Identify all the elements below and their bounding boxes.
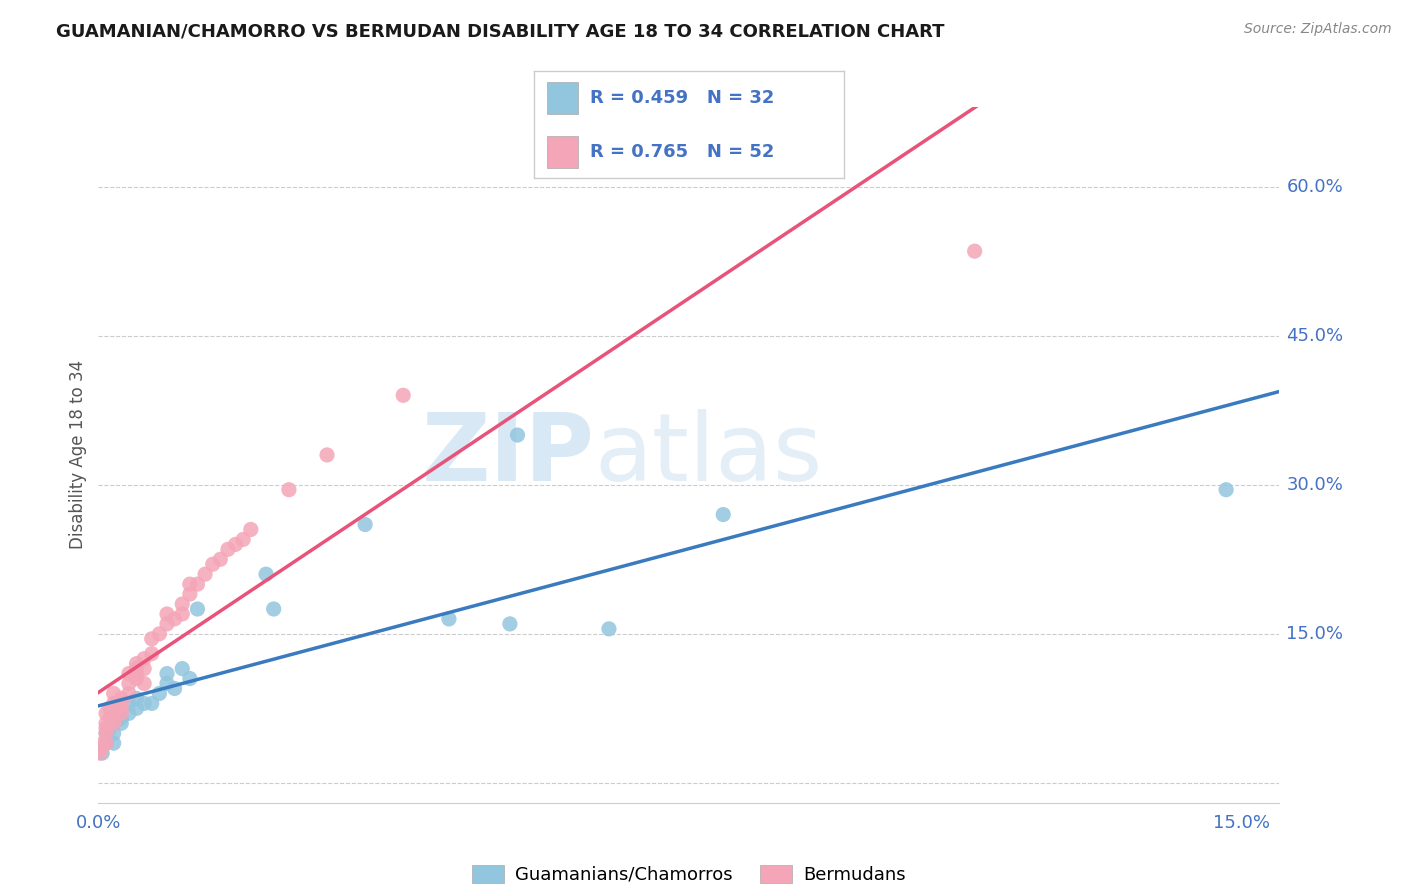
Point [134,651,156,665]
Point [103,686,125,700]
Text: GUAMANIAN/CHAMORRO VS BERMUDAN DISABILITY AGE 18 TO 34 CORRELATION CHART: GUAMANIAN/CHAMORRO VS BERMUDAN DISABILIT… [56,22,945,40]
Point [141,647,163,661]
Point [134,662,156,676]
Point [156,607,179,621]
Point [209,552,232,566]
Point [156,666,179,681]
FancyBboxPatch shape [547,82,578,114]
Text: atlas: atlas [595,409,823,501]
Y-axis label: Disability Age 18 to 34: Disability Age 18 to 34 [69,360,87,549]
Point [98,701,121,715]
Point [103,736,125,750]
Point [94,726,117,740]
Point [239,523,262,537]
Point [437,612,460,626]
Point [118,666,141,681]
Point [110,697,132,711]
Point [94,736,117,750]
Point [89,746,111,760]
Point [194,567,217,582]
Point [103,701,125,715]
Text: 30.0%: 30.0% [1286,475,1343,494]
Point [172,662,194,676]
Point [172,607,194,621]
Point [125,666,148,681]
Point [392,388,415,402]
Point [91,736,114,750]
Point [94,736,117,750]
Point [103,706,125,721]
Point [225,537,247,551]
Point [110,716,132,731]
Point [963,244,986,259]
Point [217,542,239,557]
Point [232,533,254,547]
Point [118,706,141,721]
Point [134,676,156,690]
Point [186,577,208,591]
Point [141,697,163,711]
Point [118,697,141,711]
Point [277,483,299,497]
Text: 15.0%: 15.0% [1286,624,1344,643]
Point [172,597,194,611]
Text: 45.0%: 45.0% [1286,326,1344,344]
Text: R = 0.459   N = 32: R = 0.459 N = 32 [591,89,775,107]
Point [94,721,117,735]
Point [1215,483,1237,497]
Point [141,632,163,646]
Point [179,587,201,601]
Point [163,681,186,696]
Point [103,697,125,711]
Point [103,716,125,731]
Point [156,676,179,690]
Point [201,558,224,572]
Point [110,691,132,706]
Point [148,627,170,641]
Point [598,622,620,636]
Point [125,701,148,715]
Point [118,686,141,700]
FancyBboxPatch shape [547,136,578,168]
Text: R = 0.765   N = 52: R = 0.765 N = 52 [591,143,775,161]
Point [94,726,117,740]
Point [103,716,125,731]
Point [263,602,285,616]
Point [186,602,208,616]
Text: Source: ZipAtlas.com: Source: ZipAtlas.com [1244,22,1392,37]
Point [316,448,339,462]
Point [125,691,148,706]
Point [134,697,156,711]
Point [506,428,529,442]
Point [98,721,121,735]
Point [354,517,377,532]
Point [90,741,112,756]
Point [711,508,734,522]
Point [179,672,201,686]
Point [94,716,117,731]
Point [103,726,125,740]
Point [94,706,117,721]
Point [254,567,277,582]
Point [110,701,132,715]
Point [156,616,179,631]
Legend: Guamanians/Chamorros, Bermudans: Guamanians/Chamorros, Bermudans [465,857,912,891]
Text: ZIP: ZIP [422,409,595,501]
Point [125,657,148,671]
Point [163,612,186,626]
Point [91,746,114,760]
Point [179,577,201,591]
Point [148,686,170,700]
Point [103,711,125,725]
Point [98,711,121,725]
Point [499,616,522,631]
Text: 60.0%: 60.0% [1286,178,1343,195]
Point [107,711,129,725]
Point [125,662,148,676]
Point [110,711,132,725]
Point [125,672,148,686]
Point [118,676,141,690]
Point [110,706,132,721]
